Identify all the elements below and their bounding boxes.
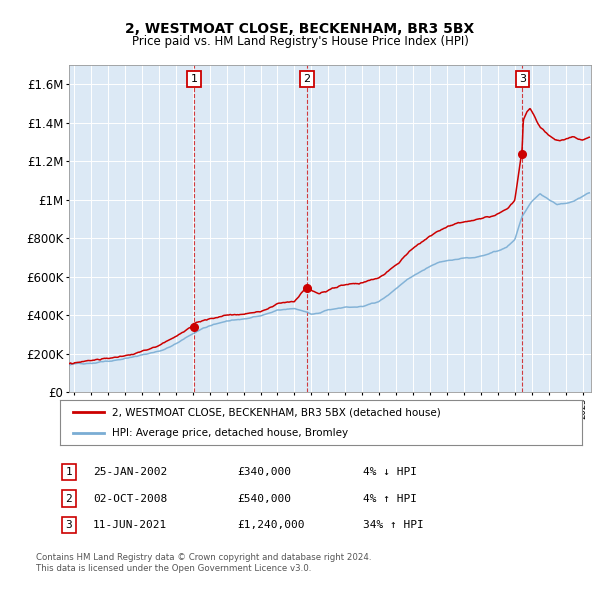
Text: 2, WESTMOAT CLOSE, BECKENHAM, BR3 5BX (detached house): 2, WESTMOAT CLOSE, BECKENHAM, BR3 5BX (d… — [112, 407, 441, 417]
Text: £540,000: £540,000 — [237, 494, 291, 503]
Text: 2: 2 — [65, 494, 73, 503]
Text: 2, WESTMOAT CLOSE, BECKENHAM, BR3 5BX: 2, WESTMOAT CLOSE, BECKENHAM, BR3 5BX — [125, 22, 475, 36]
Text: 1: 1 — [65, 467, 73, 477]
Text: Price paid vs. HM Land Registry's House Price Index (HPI): Price paid vs. HM Land Registry's House … — [131, 35, 469, 48]
Text: 1: 1 — [190, 74, 197, 84]
Text: £340,000: £340,000 — [237, 467, 291, 477]
Text: HPI: Average price, detached house, Bromley: HPI: Average price, detached house, Brom… — [112, 428, 349, 438]
Text: 4% ↑ HPI: 4% ↑ HPI — [363, 494, 417, 503]
Text: 3: 3 — [65, 520, 73, 530]
Text: 2: 2 — [304, 74, 311, 84]
Text: 34% ↑ HPI: 34% ↑ HPI — [363, 520, 424, 530]
Text: 02-OCT-2008: 02-OCT-2008 — [93, 494, 167, 503]
Text: This data is licensed under the Open Government Licence v3.0.: This data is licensed under the Open Gov… — [36, 565, 311, 573]
Text: 11-JUN-2021: 11-JUN-2021 — [93, 520, 167, 530]
Text: 4% ↓ HPI: 4% ↓ HPI — [363, 467, 417, 477]
Text: Contains HM Land Registry data © Crown copyright and database right 2024.: Contains HM Land Registry data © Crown c… — [36, 553, 371, 562]
Text: £1,240,000: £1,240,000 — [237, 520, 305, 530]
Text: 25-JAN-2002: 25-JAN-2002 — [93, 467, 167, 477]
Text: 3: 3 — [518, 74, 526, 84]
